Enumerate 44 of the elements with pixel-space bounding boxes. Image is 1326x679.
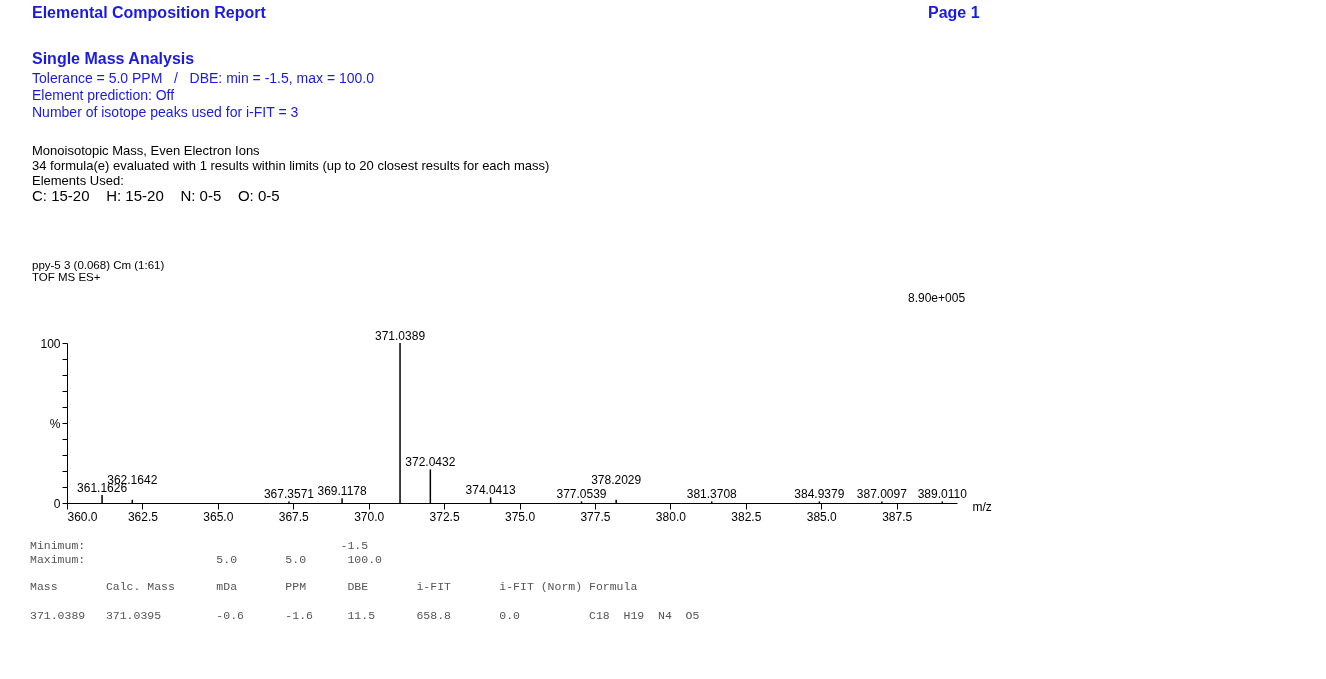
text: 371.0389 371.0395 -0.6 -1.6 11.5 658.8 0.0 C18 H19 N4 O5 xyxy=(30,609,700,622)
annotation: 387.0097 xyxy=(856,487,908,502)
annotation: 381.3708 xyxy=(686,487,738,502)
text: Monoisotopic Mass, Even Electron Ions xyxy=(32,143,260,158)
annotation: 389.0110 xyxy=(917,487,968,502)
text: ppy-5 3 (0.068) Cm (1:61) xyxy=(32,259,165,271)
text: Number of isotope peaks used for i-FIT = 3 xyxy=(32,104,299,120)
x-tick-label: 360.0 xyxy=(67,509,98,524)
x-tick-label: 365.0 xyxy=(203,509,234,524)
text: Minimum: -1.5 xyxy=(30,539,369,552)
annotation: 374.0413 xyxy=(465,483,516,498)
annotation: 378.2029 xyxy=(591,472,642,487)
x-tick-label: 385.0 xyxy=(806,509,838,524)
text: Mass Calc. Mass mDa PPM DBE i-FIT i-FIT (Norm) Formula xyxy=(30,580,638,593)
text: Elements Used: xyxy=(32,173,124,188)
text: C: 15-20 H: 15-20 N: 0-5 O: 0-5 xyxy=(32,187,280,204)
annotation: 384.9379 xyxy=(794,487,845,502)
x-tick-label: 372.5 xyxy=(429,509,460,524)
x-tick-label: 375.0 xyxy=(505,509,536,524)
x-tick-label: 362.5 xyxy=(127,509,159,524)
text: TOF MS ES+ xyxy=(32,271,101,283)
x-axis-title: m/z xyxy=(972,499,992,514)
x-tick-label: 377.5 xyxy=(580,509,611,524)
x-tick-label: 367.5 xyxy=(278,509,310,524)
annotation: 377.0539 xyxy=(556,487,607,502)
y-tick-label: % xyxy=(49,416,61,431)
text: Page 1 xyxy=(928,4,980,22)
annotation: 371.0389 xyxy=(375,329,426,343)
text: Tolerance = 5.0 PPM / DBE: min = -1.5, max = 100.0 xyxy=(32,70,374,86)
annotation: 369.1178 xyxy=(317,484,367,499)
y-tick-label: 0 xyxy=(53,496,61,511)
annotation: 372.0432 xyxy=(405,455,456,470)
y-tick-label: 100 xyxy=(40,336,61,351)
text: 8.90e+005 xyxy=(908,291,966,305)
chart-title: Elemental Composition Report xyxy=(32,4,266,22)
annotation: 367.3571 xyxy=(263,487,315,502)
x-tick-label: 380.0 xyxy=(655,509,687,524)
text: 34 formula(e) evaluated with 1 results within limits (up to 20 closest results for each mass) xyxy=(32,158,550,173)
chart-subtitle: Single Mass Analysis xyxy=(32,50,195,68)
text: Maximum: 5.0 5.0 100.0 xyxy=(30,553,382,566)
x-tick-label: 370.0 xyxy=(354,509,385,524)
text: Element prediction: Off xyxy=(32,87,175,103)
x-tick-label: 382.5 xyxy=(731,509,762,524)
x-tick-label: 387.5 xyxy=(882,509,913,524)
